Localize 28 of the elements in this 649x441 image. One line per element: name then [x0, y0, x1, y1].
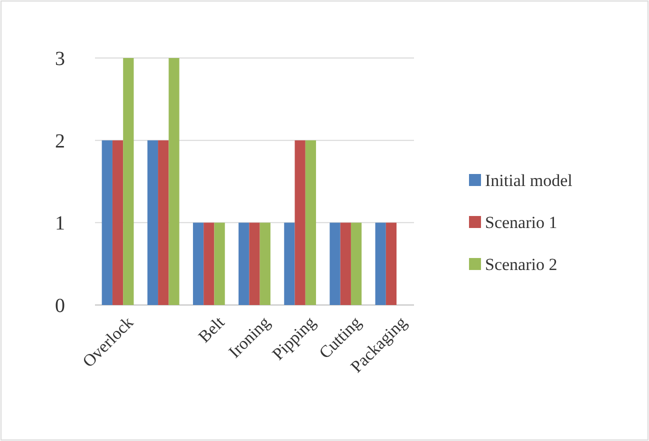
y-tick-label: 0: [55, 295, 65, 317]
bar: [123, 58, 134, 305]
x-tick-label: Belt: [194, 312, 228, 346]
bar: [350, 222, 362, 305]
bar: [294, 140, 306, 305]
bar: [158, 140, 169, 305]
y-tick-label: 1: [55, 212, 65, 235]
legend-label: Scenario 2: [485, 254, 558, 274]
y-tick-label: 2: [55, 130, 65, 152]
bar: [204, 222, 214, 305]
bar: [284, 222, 295, 305]
legend-label: Initial model: [485, 170, 573, 190]
bar: [386, 222, 397, 305]
bar: [340, 222, 351, 305]
bar: [330, 222, 340, 305]
legend-label: Scenario 1: [485, 212, 558, 232]
y-tick-label: 3: [55, 48, 65, 70]
bar: [168, 58, 180, 305]
bar: [147, 140, 158, 305]
bar: [192, 222, 204, 305]
bar: [375, 222, 386, 305]
bar: [305, 140, 316, 305]
bar: [249, 222, 260, 305]
bar: [112, 140, 124, 305]
bar: [260, 222, 270, 305]
bar: [214, 222, 225, 305]
bar: [102, 140, 112, 305]
bar: [238, 222, 250, 305]
